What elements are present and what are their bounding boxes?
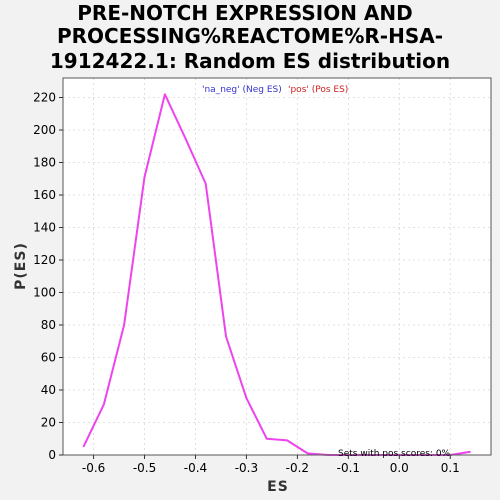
y-tick-label: 200: [33, 123, 56, 137]
y-tick-label: 180: [33, 156, 56, 170]
y-tick-label: 80: [41, 318, 56, 332]
y-tick-label: 40: [41, 383, 56, 397]
title-line-1: PRE-NOTCH EXPRESSION AND: [77, 1, 412, 25]
x-tick-label: -0.5: [133, 461, 156, 475]
x-tick-label: -0.2: [286, 461, 309, 475]
chart-title: PRE-NOTCH EXPRESSION AND PROCESSING%REAC…: [50, 1, 450, 73]
x-tick-label: -0.1: [337, 461, 360, 475]
x-tick-label: 0.1: [441, 461, 460, 475]
title-line-3: 1912422.1: Random ES distribution: [50, 49, 450, 73]
x-axis-label: ES: [267, 479, 289, 495]
plot-area: [63, 78, 491, 455]
x-tick-label: -0.6: [82, 461, 105, 475]
y-tick-label: 160: [33, 188, 56, 202]
x-tick-label: -0.4: [184, 461, 207, 475]
x-axis-ticks: -0.6 -0.5 -0.4 -0.3 -0.2 -0.1 0.0 0.1: [82, 455, 460, 475]
y-tick-label: 20: [41, 416, 56, 430]
pos-scores-annotation: Sets with pos scores: 0%: [338, 449, 451, 459]
y-tick-label: 220: [33, 91, 56, 105]
plot-frame: [62, 77, 492, 456]
y-tick-label: 0: [48, 448, 56, 462]
y-axis-ticks: 0 20 40 60 80 100 120 140 160 180 200 220: [33, 91, 63, 462]
legend: 'na_neg' (Neg ES) 'pos' (Pos ES): [202, 85, 348, 95]
x-tick-label: 0.0: [390, 461, 409, 475]
y-tick-label: 140: [33, 221, 56, 235]
y-tick-label: 120: [33, 253, 56, 267]
y-tick-label: 100: [33, 286, 56, 300]
y-axis-label: P(ES): [13, 242, 29, 290]
y-tick-label: 60: [41, 351, 56, 365]
grid-lines: [63, 78, 491, 456]
title-line-2: PROCESSING%REACTOME%R-HSA-: [57, 24, 443, 48]
x-tick-label: -0.3: [235, 461, 258, 475]
legend-entry-pos: 'pos' (Pos ES): [288, 85, 348, 95]
legend-entry-neg: 'na_neg' (Neg ES): [202, 85, 282, 95]
